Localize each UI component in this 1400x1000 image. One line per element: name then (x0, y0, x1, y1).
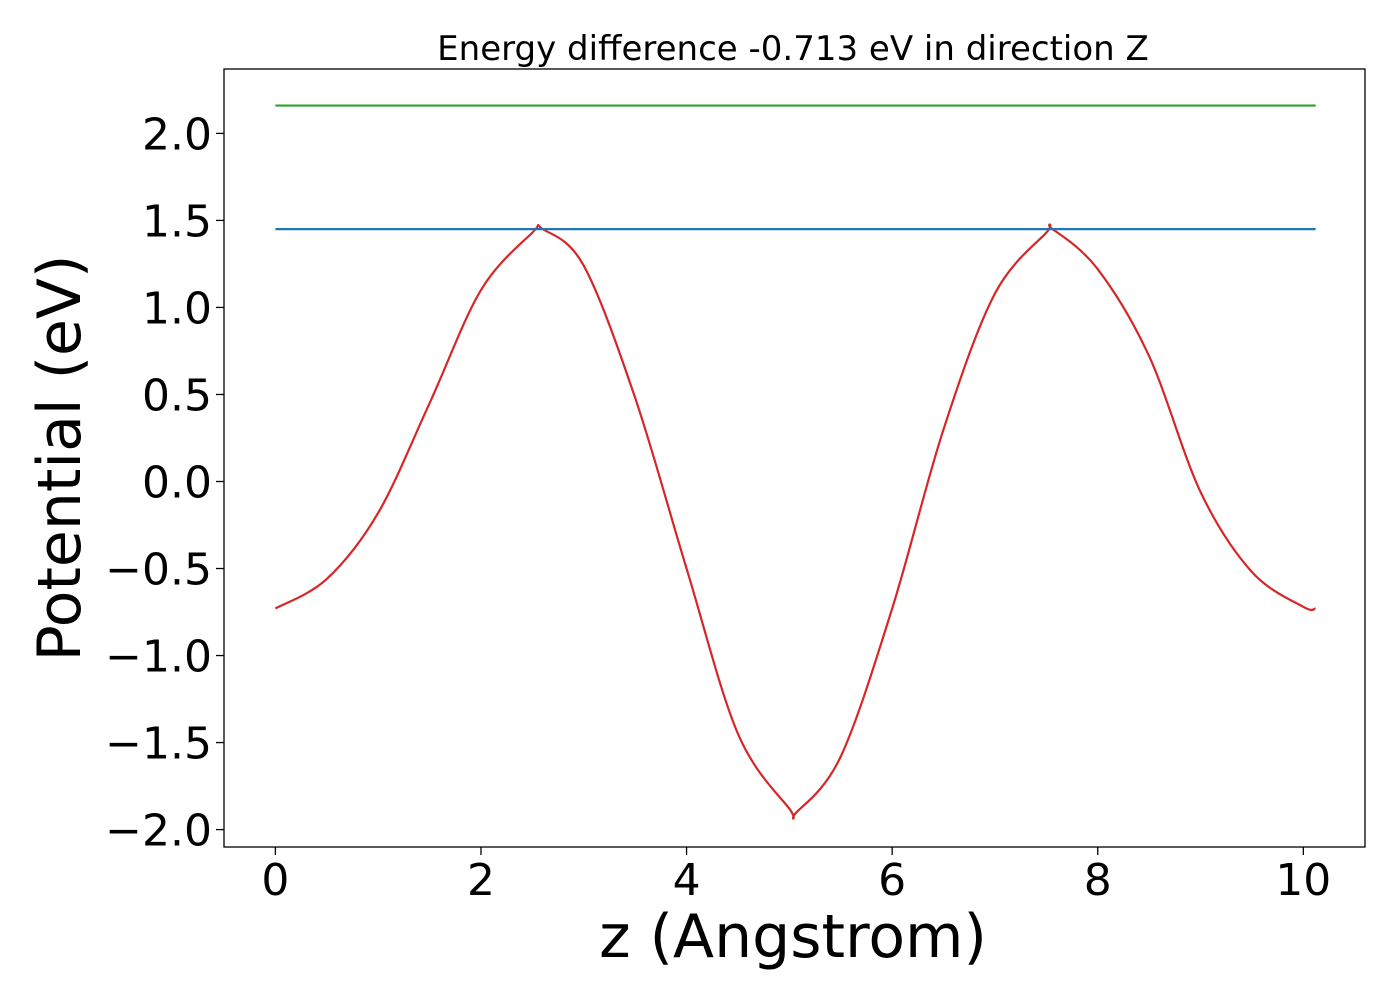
series-line-0 (274, 223, 1316, 820)
y-tick-label: −1.5 (105, 719, 212, 770)
y-tick-label: 1.5 (142, 196, 212, 247)
y-tick-label: 2.0 (142, 109, 212, 160)
series-layer (274, 104, 1316, 820)
x-tick-label: 0 (261, 855, 289, 906)
plot-frame (223, 68, 1366, 848)
x-tick-label: 8 (1084, 855, 1112, 906)
y-tick-label: 0.0 (142, 457, 212, 508)
x-tick-label: 6 (878, 855, 906, 906)
y-axis: 2.0 1.5 1.0 0.5 0.0 −0.5 −1.0 −1.5 −2.0 (105, 109, 224, 857)
x-tick-label: 10 (1275, 855, 1331, 906)
y-tick-label: −2.0 (105, 806, 212, 857)
y-tick-label: 1.0 (142, 283, 212, 334)
x-axis: 0 2 4 6 8 10 (261, 847, 1331, 906)
x-axis-label: z (Angstrom) (599, 902, 987, 972)
y-tick-label: −1.0 (105, 632, 212, 683)
chart-title: Energy difference -0.713 eV in direction… (437, 29, 1149, 69)
y-tick-label: 0.5 (142, 370, 212, 421)
x-tick-label: 4 (673, 855, 701, 906)
y-axis-label: Potential (eV) (25, 255, 95, 662)
x-tick-label: 2 (467, 855, 495, 906)
y-tick-label: −0.5 (105, 545, 212, 596)
